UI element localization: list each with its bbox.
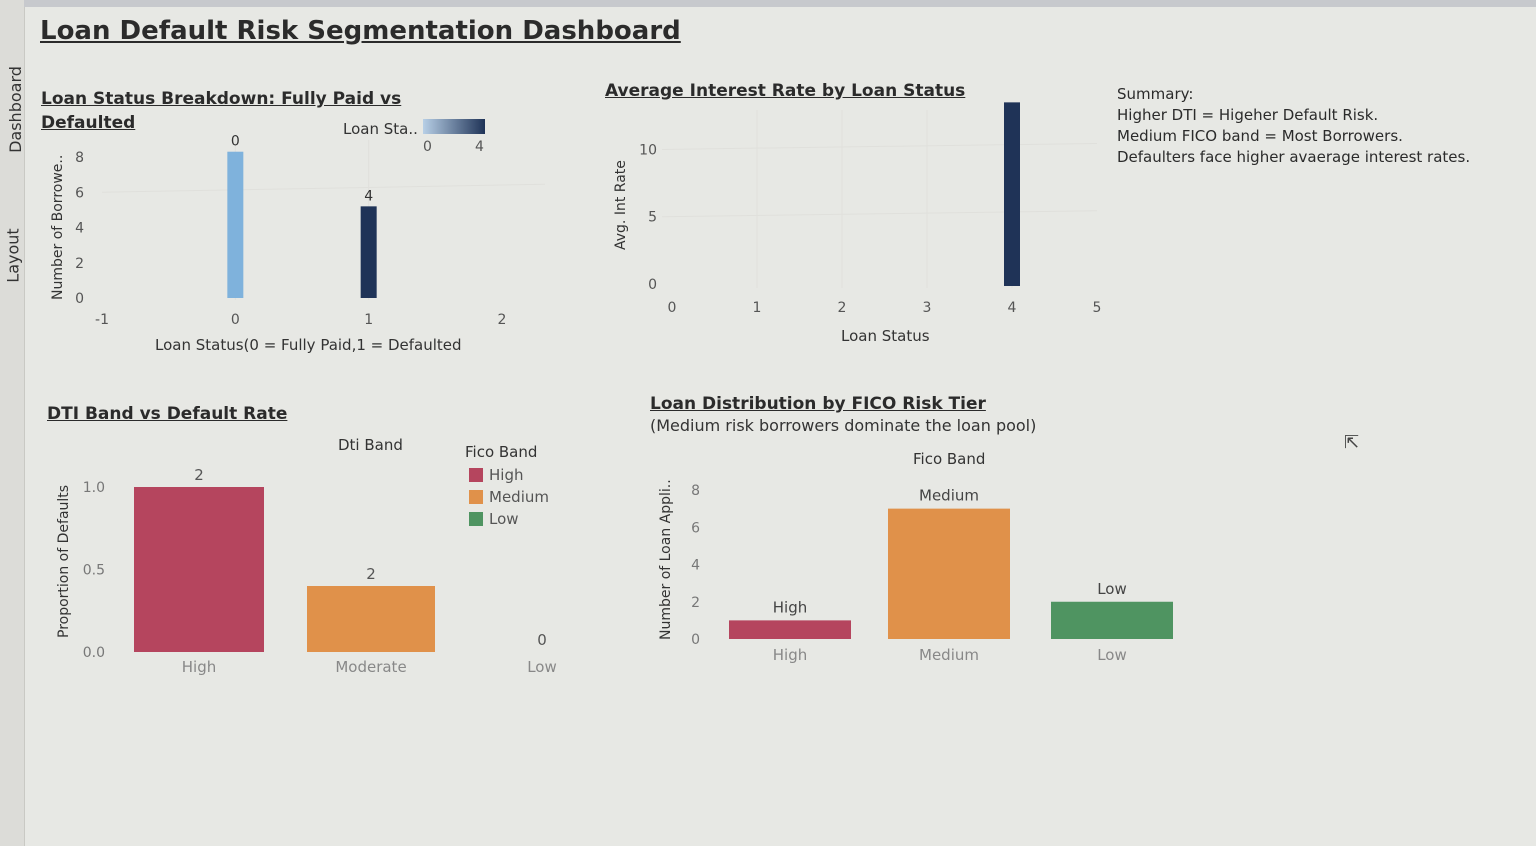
data-label: Low bbox=[1097, 580, 1127, 598]
gridline bbox=[661, 210, 1098, 218]
loan-status-legend-title: Loan Sta.. bbox=[343, 120, 418, 138]
summary-box: Summary: Higher DTI = Higeher Default Ri… bbox=[1117, 84, 1470, 168]
fico-column-header: Fico Band bbox=[913, 450, 986, 468]
category-label: Low bbox=[527, 658, 557, 676]
legend-item-high: High bbox=[469, 466, 523, 484]
y-tick-label: 2 bbox=[691, 595, 700, 611]
bar bbox=[1004, 102, 1020, 286]
legend-swatch-medium bbox=[469, 490, 483, 504]
avg-interest-title: Average Interest Rate by Loan Status bbox=[605, 81, 966, 101]
bar bbox=[360, 206, 377, 298]
data-label: 2 bbox=[366, 565, 376, 583]
bar bbox=[227, 151, 244, 298]
y-tick-label: 10 bbox=[639, 142, 657, 158]
loan-status-title-line2: Defaulted bbox=[41, 113, 136, 133]
category-label: High bbox=[773, 646, 807, 664]
data-label: 0 bbox=[537, 631, 547, 649]
gridline bbox=[101, 183, 546, 193]
summary-heading: Summary: bbox=[1117, 85, 1194, 103]
bar bbox=[729, 620, 851, 639]
bar bbox=[134, 487, 264, 652]
y-tick-label: 0.5 bbox=[83, 563, 105, 579]
legend-label-medium: Medium bbox=[489, 488, 549, 506]
fico-legend-title: Fico Band bbox=[465, 443, 538, 461]
avg-interest-xlabel: Loan Status bbox=[841, 327, 930, 345]
category-label: High bbox=[182, 658, 216, 676]
loan-status-legend-min: 0 bbox=[423, 139, 432, 155]
x-tick-label: 0 bbox=[231, 312, 240, 328]
fico-title: Loan Distribution by FICO Risk Tier bbox=[650, 394, 986, 414]
y-tick-label: 4 bbox=[75, 221, 84, 237]
sidebar-tabs: Dashboard Layout bbox=[0, 0, 25, 846]
y-tick-label: 0 bbox=[75, 291, 84, 307]
legend-swatch-low bbox=[469, 512, 483, 526]
x-tick-label: 3 bbox=[923, 300, 932, 316]
x-tick-label: -1 bbox=[95, 312, 109, 328]
dashboard-title: Loan Default Risk Segmentation Dashboard bbox=[40, 16, 681, 46]
x-tick-label: 2 bbox=[498, 312, 507, 328]
y-tick-label: 5 bbox=[648, 210, 657, 226]
x-tick-label: 1 bbox=[753, 300, 762, 316]
legend-item-low: Low bbox=[469, 510, 519, 528]
summary-line: Medium FICO band = Most Borrowers. bbox=[1117, 127, 1403, 145]
y-tick-label: 2 bbox=[75, 256, 84, 272]
category-label: Moderate bbox=[335, 658, 406, 676]
y-tick-label: 4 bbox=[691, 558, 700, 574]
y-tick-label: 0.0 bbox=[83, 645, 105, 661]
x-tick-label: 5 bbox=[1093, 300, 1102, 316]
dti-column-header: Dti Band bbox=[338, 436, 403, 454]
bar bbox=[1051, 601, 1173, 639]
x-tick-label: 4 bbox=[1008, 300, 1017, 316]
legend-item-medium: Medium bbox=[469, 488, 549, 506]
data-label: 4 bbox=[364, 188, 373, 204]
bar bbox=[888, 508, 1010, 639]
y-tick-label: 1.0 bbox=[83, 480, 105, 496]
loan-status-title-line1: Loan Status Breakdown: Fully Paid vs bbox=[41, 89, 402, 109]
y-tick-label: 6 bbox=[75, 185, 84, 201]
loan-status-legend-max: 4 bbox=[475, 139, 484, 155]
y-tick-label: 0 bbox=[648, 277, 657, 293]
y-tick-label: 8 bbox=[75, 150, 84, 166]
summary-line: Defaulters face higher avaerage interest… bbox=[1117, 148, 1471, 166]
x-tick-label: 0 bbox=[668, 300, 677, 316]
y-tick-label: 8 bbox=[691, 483, 700, 499]
loan-status-xlabel: Loan Status(0 = Fully Paid,1 = Defaulted bbox=[155, 336, 462, 354]
gridline bbox=[661, 142, 1098, 150]
legend-swatch-high bbox=[469, 468, 483, 482]
bar bbox=[307, 586, 435, 652]
data-label: 0 bbox=[231, 134, 240, 150]
category-label: Low bbox=[1097, 646, 1127, 664]
x-tick-label: 2 bbox=[838, 300, 847, 316]
data-label: High bbox=[773, 598, 807, 616]
top-bar bbox=[24, 0, 1536, 7]
data-label: 2 bbox=[194, 466, 204, 484]
x-tick-label: 1 bbox=[364, 312, 373, 328]
dti-title: DTI Band vs Default Rate bbox=[47, 404, 288, 424]
legend-label-high: High bbox=[489, 466, 524, 484]
y-tick-label: 0 bbox=[691, 632, 700, 648]
category-label: Medium bbox=[919, 646, 979, 664]
loan-status-legend-gradient bbox=[423, 119, 485, 134]
fico-subtitle: (Medium risk borrowers dominate the loan… bbox=[650, 416, 1037, 435]
y-tick-label: 6 bbox=[691, 520, 700, 536]
mouse-cursor-icon: ⇱ bbox=[1344, 432, 1360, 453]
summary-line: Higher DTI = Higeher Default Risk. bbox=[1117, 106, 1379, 124]
data-label: Medium bbox=[919, 487, 979, 505]
legend-label-low: Low bbox=[489, 510, 519, 528]
